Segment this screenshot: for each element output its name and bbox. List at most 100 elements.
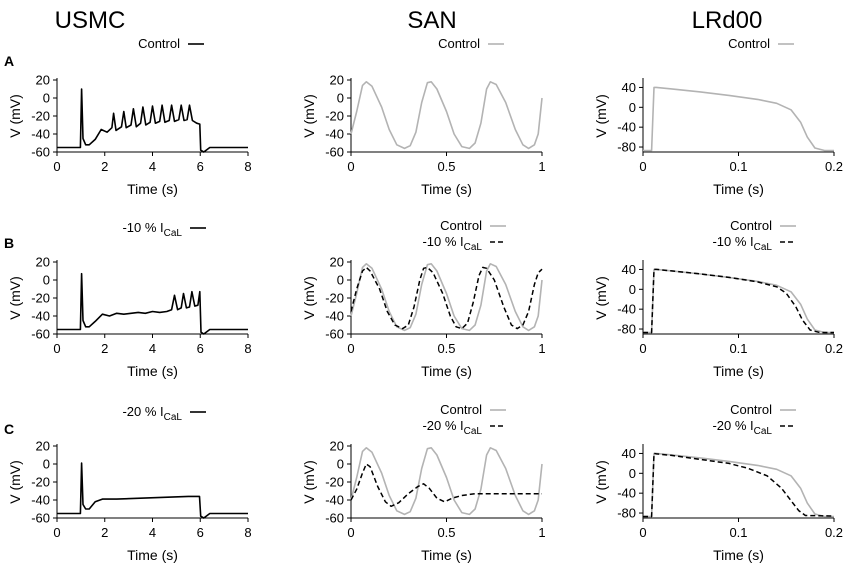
legend-entry-c-lrd00-1-text: -20 % ICaL — [712, 418, 772, 437]
x-tick-label-c-usmc: 6 — [197, 525, 204, 540]
y-tick-label-c-usmc: 0 — [43, 457, 50, 472]
legend-entry-b-san-0-text: Control — [440, 218, 482, 233]
series-line-b-san-0 — [350, 263, 543, 332]
y-tick-label-b-lrd00: 0 — [629, 282, 636, 297]
series-line-a-lrd00-0 — [643, 86, 834, 152]
x-tick-label-b-usmc: 0 — [53, 341, 60, 356]
y-tick-label-b-usmc: -60 — [31, 327, 50, 342]
column-title-san: SAN — [407, 7, 456, 34]
x-axis-label-a-lrd00: Time (s) — [713, 181, 764, 197]
legend-b-usmc: -10 % ICaL — [122, 220, 206, 239]
legend-entry-b-lrd00-1-text: -10 % ICaL — [712, 234, 772, 253]
y-tick-label-b-usmc: -20 — [31, 291, 50, 306]
y-tick-label-c-lrd00: 40 — [622, 446, 636, 461]
y-axis-label-b-san: V (mV) — [301, 276, 317, 320]
x-tick-label-c-usmc: 4 — [149, 525, 156, 540]
y-axis-label-a-lrd00: V (mV) — [593, 94, 609, 138]
x-tick-label-b-usmc: 6 — [197, 341, 204, 356]
x-tick-label-c-lrd00: 0.1 — [729, 525, 747, 540]
y-tick-label-c-lrd00: -80 — [617, 506, 636, 521]
y-tick-label-a-san: 0 — [337, 91, 344, 106]
x-tick-label-b-usmc: 8 — [244, 341, 251, 356]
y-tick-label-a-usmc: -60 — [31, 145, 50, 160]
x-tick-label-b-lrd00: 0 — [639, 341, 646, 356]
series-line-a-usmc-0 — [57, 88, 248, 153]
x-axis-label-b-usmc: Time (s) — [127, 363, 178, 379]
y-tick-label-b-usmc: -40 — [31, 309, 50, 324]
x-tick-label-c-lrd00: 0.2 — [825, 525, 843, 540]
y-tick-label-a-usmc: -40 — [31, 127, 50, 142]
x-tick-label-c-usmc: 8 — [244, 525, 251, 540]
y-tick-label-c-usmc: -20 — [31, 475, 50, 490]
legend-entry-a-san-0-text: Control — [438, 36, 480, 51]
x-axis-label-b-lrd00: Time (s) — [713, 363, 764, 379]
legend-entry-c-san-0-text: Control — [440, 402, 482, 417]
x-tick-label-a-san: 1 — [538, 159, 545, 174]
x-tick-label-c-usmc: 2 — [101, 525, 108, 540]
x-axis-label-a-san: Time (s) — [421, 181, 472, 197]
y-tick-label-c-usmc: 20 — [36, 439, 50, 454]
series-line-c-usmc-0 — [57, 462, 248, 519]
y-tick-label-b-san: -20 — [325, 291, 344, 306]
x-axis-label-c-lrd00: Time (s) — [713, 547, 764, 563]
x-tick-label-c-san: 1 — [538, 525, 545, 540]
y-tick-label-a-usmc: 20 — [36, 73, 50, 88]
column-title-lrd00: LRd00 — [692, 7, 763, 34]
x-tick-label-b-san: 0 — [347, 341, 354, 356]
series-line-b-san-1 — [350, 266, 543, 330]
legend-c-usmc: -20 % ICaL — [122, 404, 206, 423]
series-line-b-usmc-0 — [57, 272, 248, 335]
y-tick-label-c-san: 20 — [330, 439, 344, 454]
y-tick-label-a-san: -40 — [325, 127, 344, 142]
y-axis-label-c-lrd00: V (mV) — [593, 460, 609, 504]
x-axis-label-c-usmc: Time (s) — [127, 547, 178, 563]
column-title-usmc: USMC — [55, 7, 126, 34]
y-tick-label-b-san: -40 — [325, 309, 344, 324]
legend-c-san: Control-20 % ICaL — [422, 402, 506, 437]
x-tick-label-b-san: 1 — [538, 341, 545, 356]
x-tick-label-a-usmc: 6 — [197, 159, 204, 174]
panel-letter-c: C — [4, 421, 14, 437]
series-line-c-lrd00-0 — [643, 452, 834, 518]
x-tick-label-c-san: 0.5 — [437, 525, 455, 540]
panel-c-usmc: 0 2 4 6 8 20 0 -20 -40 -60 Time (s) V (mV) -20 % ICa… — [7, 404, 252, 563]
y-tick-label-a-lrd00: -80 — [617, 140, 636, 155]
y-tick-label-a-san: -20 — [325, 109, 344, 124]
panel-b-usmc: 0 2 4 6 8 20 0 -20 -40 -60 Time (s) V (mV) -10 % ICa… — [7, 220, 252, 379]
y-tick-label-b-usmc: 20 — [36, 255, 50, 270]
series-line-a-san-0 — [350, 81, 543, 150]
legend-b-san: Control-10 % ICaL — [422, 218, 506, 253]
y-tick-label-b-usmc: 0 — [43, 273, 50, 288]
legend-a-san: Control — [438, 36, 504, 51]
x-tick-label-a-lrd00: 0 — [639, 159, 646, 174]
x-tick-label-c-usmc: 0 — [53, 525, 60, 540]
legend-entry-a-lrd00-0-text: Control — [728, 36, 770, 51]
x-tick-label-a-lrd00: 0.2 — [825, 159, 843, 174]
panel-c-lrd00: 0 0.1 0.2 40 0 -40 -80 Time (s) V (mV) Control-20… — [593, 402, 843, 563]
y-tick-label-a-usmc: 0 — [43, 91, 50, 106]
x-tick-label-a-usmc: 0 — [53, 159, 60, 174]
panel-letter-b: B — [4, 235, 14, 251]
series-line-c-san-0 — [350, 447, 543, 516]
legend-b-lrd00: Control-10 % ICaL — [712, 218, 796, 253]
legend-entry-c-lrd00-0-text: Control — [730, 402, 772, 417]
y-tick-label-a-san: 20 — [330, 73, 344, 88]
y-axis-label-c-san: V (mV) — [301, 460, 317, 504]
x-tick-label-a-usmc: 2 — [101, 159, 108, 174]
x-tick-label-b-san: 0.5 — [437, 341, 455, 356]
y-tick-label-c-san: -40 — [325, 493, 344, 508]
y-tick-label-c-san: -60 — [325, 511, 344, 526]
x-tick-label-a-usmc: 8 — [244, 159, 251, 174]
legend-entry-b-usmc-0-text: -10 % ICaL — [122, 220, 182, 239]
y-tick-label-a-usmc: -20 — [31, 109, 50, 124]
y-tick-label-c-usmc: -40 — [31, 493, 50, 508]
x-axis-label-b-san: Time (s) — [421, 363, 472, 379]
panel-a-lrd00: 0 0.1 0.2 40 0 -40 -80 Time (s) V (mV) Control — [593, 36, 843, 197]
y-axis-label-a-san: V (mV) — [301, 94, 317, 138]
y-tick-label-a-san: -60 — [325, 145, 344, 160]
panel-c-san: 0 0.5 1 20 0 -20 -40 -60 Time (s) V (mV) Control-2… — [301, 402, 546, 563]
y-tick-label-b-lrd00: -80 — [617, 322, 636, 337]
y-tick-label-b-san: 0 — [337, 273, 344, 288]
